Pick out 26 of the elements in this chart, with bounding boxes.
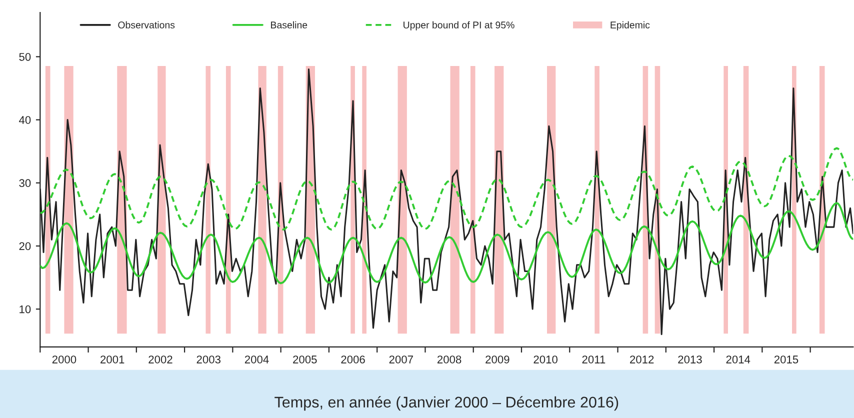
- x-tick-label: 2014: [726, 356, 750, 364]
- y-tick-label: 40: [19, 116, 31, 124]
- legend-label: Baseline: [271, 21, 308, 28]
- x-axis-title: Temps, en année (Janvier 2000 – Décembre 2016): [274, 396, 618, 411]
- y-tick-label: 50: [19, 52, 31, 61]
- y-tick-label: 10: [20, 305, 31, 314]
- x-tick-label: 2010: [534, 356, 558, 364]
- x-tick-label: 2005: [293, 356, 317, 364]
- x-tick-label: 2007: [389, 356, 413, 364]
- x-tick-label: 2009: [486, 356, 510, 364]
- x-tick-label: 2001: [100, 356, 124, 364]
- x-tick-label: 2002: [148, 356, 172, 364]
- legend-label: Epidemic: [610, 21, 650, 30]
- x-tick-label: 2006: [341, 356, 365, 364]
- x-tick-label: 2004: [244, 356, 269, 364]
- legend-label: Observations: [118, 21, 175, 28]
- x-tick-label: 2011: [582, 356, 606, 364]
- legend-label: Upper bound of PI at 95%: [404, 21, 514, 30]
- x-tick-label: 2013: [678, 356, 702, 364]
- x-tick-label: 2000: [52, 356, 76, 364]
- x-tick-label: 2003: [196, 356, 220, 364]
- x-tick-label: 2012: [630, 356, 654, 364]
- y-tick-label: 30: [19, 179, 31, 188]
- x-tick-label: 2015: [774, 356, 798, 364]
- y-tick-label: 20: [19, 242, 31, 250]
- x-tick-label: 2008: [437, 356, 462, 364]
